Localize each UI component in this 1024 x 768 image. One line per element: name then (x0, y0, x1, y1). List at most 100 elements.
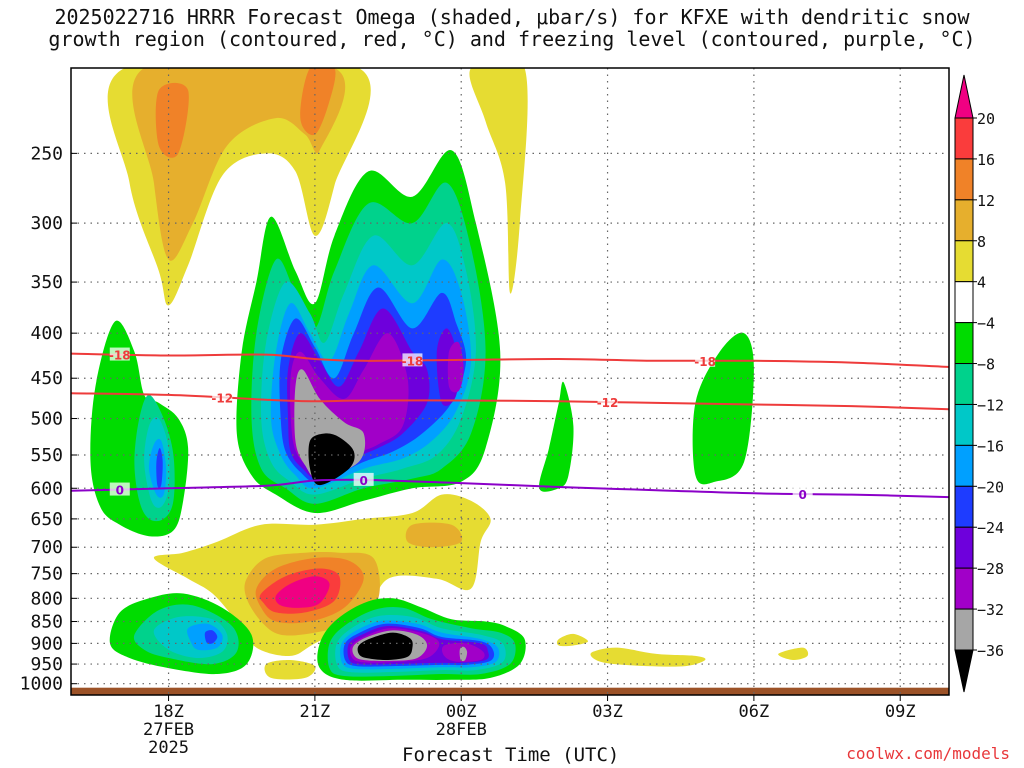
y-tick-label: 350 (30, 272, 63, 293)
contour-line-0 (71, 352, 949, 368)
temperature-contours: -18 -18 -18 -12 -12 0 0 0 (71, 347, 949, 502)
colorbar-label: −28 (977, 560, 1004, 578)
contour-line-1 (71, 392, 949, 411)
y-tick-label: 850 (30, 612, 63, 633)
grid-lines (71, 68, 949, 695)
contour-label-bg (792, 486, 813, 500)
colorbar-label: 20 (977, 110, 995, 128)
colorbar-swatch (954, 322, 974, 365)
colorbar-swatch (954, 608, 974, 651)
y-tick-label: 600 (30, 478, 63, 499)
y-tick-label: 800 (30, 588, 63, 609)
x-tick-label: 28FEB (436, 720, 487, 740)
contour-label: -18 (402, 354, 424, 368)
contour-label-bg (109, 347, 130, 361)
contour-label-bg (597, 395, 618, 409)
omega-region-24 (264, 659, 316, 680)
colorbar-swatch (954, 199, 974, 242)
contour-label-bg (402, 353, 423, 367)
y-tick-label: 650 (30, 509, 63, 530)
omega-region-29 (275, 576, 330, 608)
omega-region-45 (357, 632, 413, 661)
colorbar-swatch (954, 281, 974, 324)
colorbar-swatch (954, 403, 974, 446)
colorbar-label: −8 (977, 356, 995, 374)
y-tick-label: 750 (30, 564, 63, 585)
x-tick-label: 21Z (300, 702, 331, 722)
y-tick-label: 450 (30, 368, 63, 389)
source-credit: coolwx.com/models (846, 744, 1010, 763)
colorbar-label: −36 (977, 642, 1004, 660)
omega-region-15 (308, 433, 355, 486)
chart-title-line-2: growth region (contoured, red, °C) and f… (48, 27, 976, 51)
omega-region-47 (590, 647, 706, 667)
y-tick-label: 1000 (20, 674, 63, 695)
y-tick-label: 500 (30, 409, 63, 430)
omega-region-48 (778, 647, 809, 661)
colorbar-label: 16 (977, 151, 995, 169)
colorbar-top-triangle (954, 74, 974, 119)
omega-region-26 (405, 522, 463, 548)
colorbar-swatch (954, 158, 974, 201)
contour-label: 0 (798, 488, 806, 502)
y-tick-label: 550 (30, 445, 63, 466)
y-tick-label: 900 (30, 633, 63, 654)
y-tick-label: 400 (30, 323, 63, 344)
contour-label: 0 (359, 474, 367, 488)
x-tick-label: 03Z (592, 702, 623, 722)
colorbar-label: −16 (977, 437, 1004, 455)
contour-label-bg (212, 390, 233, 404)
colorbar-label: −4 (977, 315, 995, 333)
contour-label-bg (353, 472, 374, 486)
colorbar-swatch (954, 117, 974, 160)
colorbar-label: −20 (977, 478, 1004, 496)
omega-region-21 (539, 381, 574, 492)
contour-line-2 (71, 478, 949, 499)
colorbar-label: 12 (977, 192, 995, 210)
colorbar-label: −12 (977, 396, 1004, 414)
contour-label: -12 (211, 392, 233, 406)
chart-title-line-1: 2025022716 HRRR Forecast Omega (shaded, … (54, 5, 970, 29)
colorbar-label: 4 (977, 274, 986, 292)
x-tick-label: 09Z (885, 702, 916, 722)
surface-strip (71, 687, 949, 695)
y-tick-label: 300 (30, 213, 63, 234)
omega-region-44 (459, 646, 468, 662)
chart-title: 2025022716 HRRR Forecast Omega (shaded, … (0, 6, 1024, 50)
omega-colorbar: 20 16 12 8 4 −4 −8 −12 −16 −20 −24 −28 −32 −36 (954, 74, 1004, 693)
ground-surface (71, 687, 949, 695)
contour-label-bg (109, 482, 130, 496)
pressure-axis: 2503003504004505005506006507007508008509… (20, 143, 77, 695)
x-tick-label: 2025 (148, 738, 189, 758)
colorbar-label: −32 (977, 601, 1004, 619)
contour-label: -12 (597, 396, 619, 410)
contour-label: 0 (116, 484, 124, 498)
x-tick-label: 06Z (739, 702, 770, 722)
colorbar-swatch (954, 444, 974, 487)
plot-frame (70, 67, 950, 696)
omega-region-46 (556, 633, 588, 647)
contour-label: -18 (694, 355, 716, 369)
x-axis-label: Forecast Time (UTC) (402, 744, 620, 766)
colorbar-swatch (954, 363, 974, 405)
y-tick-label: 250 (30, 143, 63, 164)
contour-label-bg (695, 353, 716, 367)
colorbar-swatch (954, 485, 974, 528)
omega-region-13 (447, 341, 464, 393)
colorbar-label: −24 (977, 519, 1004, 537)
contour-label: -18 (109, 349, 131, 363)
colorbar-swatch (954, 526, 974, 569)
omega-region-3 (155, 82, 189, 158)
y-tick-label: 700 (30, 537, 63, 558)
y-tick-label: 950 (30, 654, 63, 675)
x-tick-label: 18Z (153, 702, 184, 722)
x-tick-label: 27FEB (143, 720, 194, 740)
omega-region-22 (692, 332, 754, 485)
colorbar-swatch (954, 240, 974, 283)
omega-region-20 (156, 448, 163, 488)
colorbar-swatch (954, 567, 974, 610)
omega-region-1 (469, 68, 528, 294)
colorbar-label: 8 (977, 233, 986, 251)
